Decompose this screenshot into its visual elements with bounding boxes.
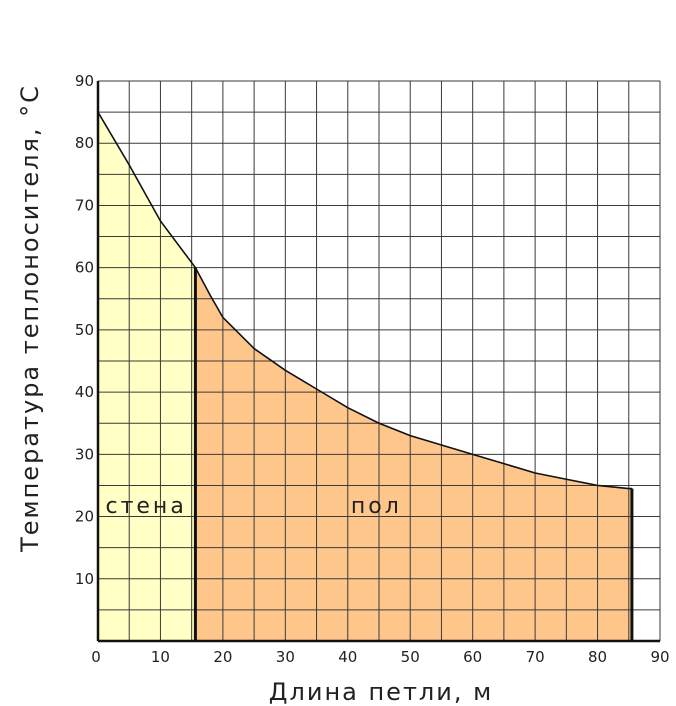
y-tick-label: 20 xyxy=(75,508,94,526)
region-fill-0 xyxy=(98,112,196,642)
y-tick-label: 70 xyxy=(75,196,94,214)
x-tick-label: 50 xyxy=(401,648,420,666)
y-tick-label: 50 xyxy=(75,321,94,339)
y-tick-label: 10 xyxy=(75,570,94,588)
x-tick-label: 0 xyxy=(91,648,101,666)
x-tick-label: 40 xyxy=(338,648,357,666)
grid xyxy=(97,80,661,642)
y-tick-label: 80 xyxy=(75,134,94,152)
region-label-1: пол xyxy=(351,494,402,519)
x-tick-label: 60 xyxy=(463,648,482,666)
region-labels: стена пол xyxy=(105,494,402,519)
region-label-0: стена xyxy=(105,494,186,519)
curve-layer xyxy=(96,81,660,643)
x-tick-label: 20 xyxy=(213,648,232,666)
y-tick-label: 90 xyxy=(75,72,94,90)
series-curve xyxy=(97,111,632,490)
region-fills xyxy=(98,112,632,642)
x-tick-label: 10 xyxy=(151,648,170,666)
tick-labels: 0 10 20 30 40 50 60 70 80 90 10 20 30 40 50 60 70 80 90 xyxy=(75,72,670,666)
x-tick-label: 90 xyxy=(650,648,669,666)
y-tick-label: 40 xyxy=(75,383,94,401)
y-tick-label: 30 xyxy=(75,445,94,463)
x-axis-title: Длина петли, м xyxy=(269,678,493,706)
y-tick-label: 60 xyxy=(75,259,94,277)
x-tick-label: 70 xyxy=(526,648,545,666)
x-tick-label: 80 xyxy=(588,648,607,666)
x-tick-label: 30 xyxy=(276,648,295,666)
y-axis-title: Температура теплоносителя, °С xyxy=(16,84,44,553)
